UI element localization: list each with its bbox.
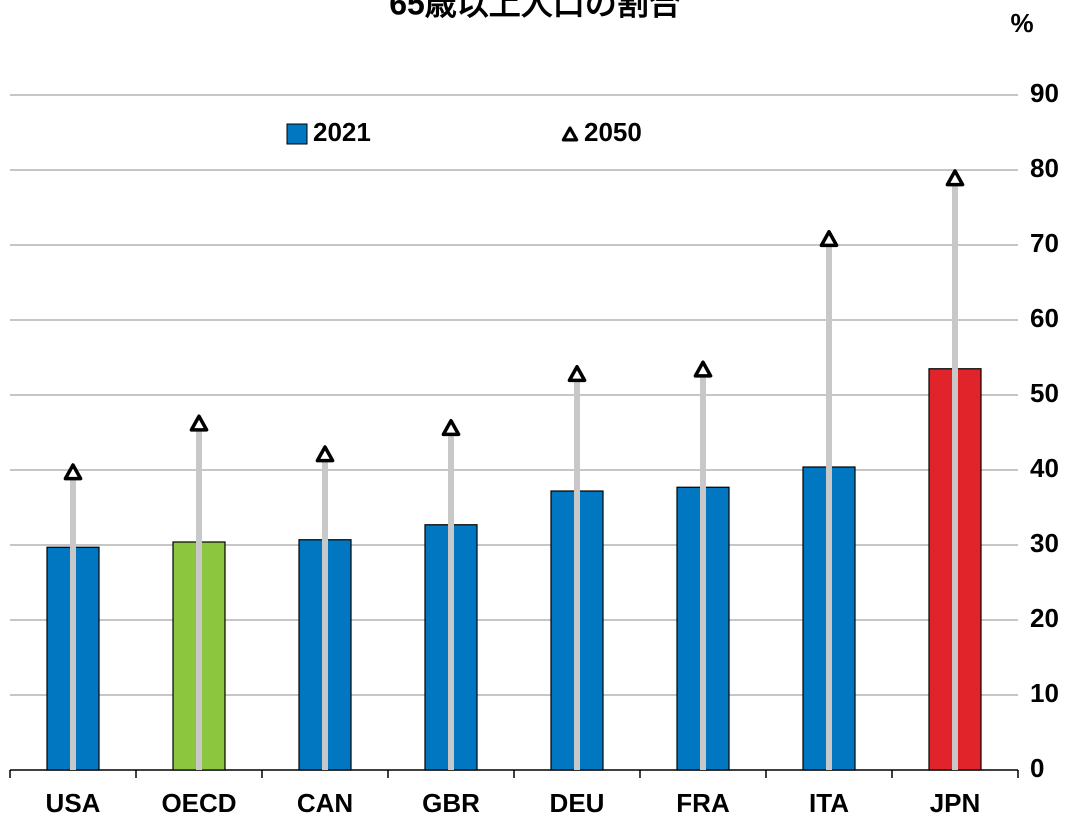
y-tick-label: 50 (1030, 378, 1059, 408)
x-tick-label: GBR (422, 788, 480, 818)
x-tick-label: FRA (676, 788, 730, 818)
y-tick-label: 10 (1030, 678, 1059, 708)
y-tick-label: 90 (1030, 78, 1059, 108)
x-tick-label: DEU (550, 788, 605, 818)
y-tick-label: 0 (1030, 753, 1044, 783)
y-tick-label: 70 (1030, 228, 1059, 258)
x-tick-label: OECD (161, 788, 236, 818)
x-tick-label: ITA (809, 788, 849, 818)
y-tick-label: 80 (1030, 153, 1059, 183)
marker (189, 414, 209, 432)
chart-title: 65歳以上人口の割合 (389, 0, 681, 21)
marker (441, 419, 461, 437)
marker (945, 169, 965, 187)
x-tick-label: CAN (297, 788, 353, 818)
y-tick-label: 40 (1030, 453, 1059, 483)
marker (567, 365, 587, 383)
marker (819, 230, 839, 248)
legend-label: 2021 (313, 117, 371, 147)
x-tick-label: JPN (930, 788, 981, 818)
y-tick-label: 20 (1030, 603, 1059, 633)
marker (315, 445, 335, 463)
marker (693, 360, 713, 378)
legend-swatch (561, 126, 579, 142)
x-tick-label: USA (46, 788, 101, 818)
y-tick-label: 30 (1030, 528, 1059, 558)
y-tick-label: 60 (1030, 303, 1059, 333)
legend-label: 2050 (584, 117, 642, 147)
y-unit: % (1010, 8, 1033, 38)
marker (63, 463, 83, 481)
legend-swatch (286, 123, 308, 145)
